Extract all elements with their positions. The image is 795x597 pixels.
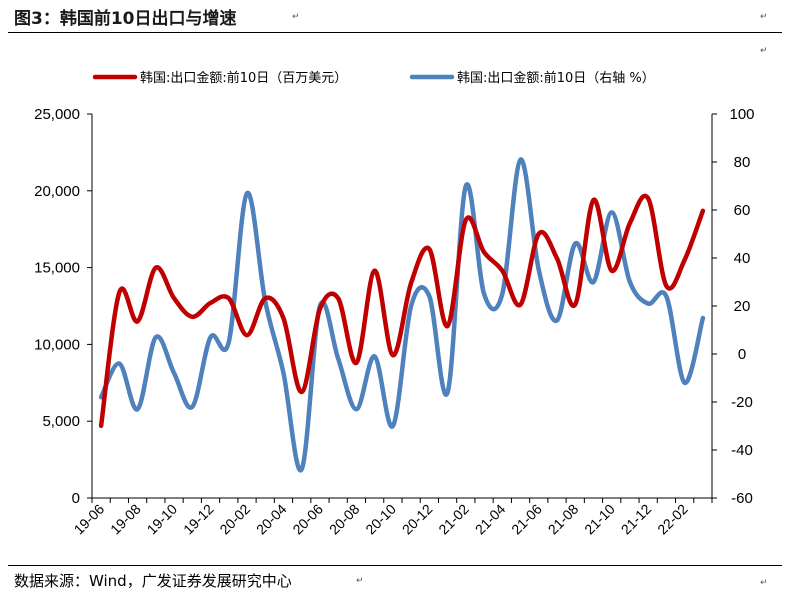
top-rule [8, 32, 782, 33]
x-tick-label: 21-06 [508, 501, 545, 538]
x-tick-label: 20-04 [253, 501, 290, 538]
y-right-tick-label: 80 [734, 154, 751, 171]
y-right-tick-label: 20 [734, 298, 751, 315]
source-note: 数据来源：Wind，广发证券发展研究中心 [14, 572, 292, 590]
x-tick-label: 19-12 [180, 501, 217, 538]
y-right-tick-label: -60 [731, 490, 753, 507]
x-tick-label: 21-04 [472, 501, 509, 538]
x-tick-label: 21-12 [618, 501, 655, 538]
y-right-tick-label: 40 [734, 250, 751, 267]
y-right-tick-label: 60 [734, 202, 751, 219]
x-tick-label: 21-02 [435, 501, 472, 538]
series-line-export-amount [98, 193, 706, 429]
paragraph-mark-icon: ↵ [760, 46, 768, 56]
y-left-tick-label: 0 [72, 490, 80, 507]
paragraph-mark-icon: ↵ [760, 12, 768, 22]
y-right-tick-label: -20 [731, 394, 753, 411]
x-tick-label: 19-08 [107, 501, 144, 538]
bottom-rule [8, 565, 782, 566]
x-tick-label: 19-10 [144, 501, 181, 538]
y-left-tick-label: 5,000 [42, 413, 80, 430]
x-tick-label: 20-06 [289, 501, 326, 538]
x-tick-label: 20-10 [362, 501, 399, 538]
x-tick-label: 22-02 [654, 501, 691, 538]
y-right-tick-label: 100 [729, 106, 754, 123]
y-left-tick-label: 10,000 [34, 336, 80, 353]
legend-label: 韩国:出口金额:前10日（右轴 %） [457, 70, 655, 86]
figure-title: 图3：韩国前10日出口与增速 [14, 9, 237, 29]
paragraph-mark-icon: ↵ [292, 12, 300, 22]
x-tick-label: 20-02 [216, 501, 253, 538]
paragraph-mark-icon: ↵ [760, 578, 768, 588]
legend-label: 韩国:出口金额:前10日（百万美元） [140, 70, 347, 86]
y-left-tick-label: 25,000 [34, 106, 80, 123]
series-line-export-growth [98, 157, 706, 473]
paragraph-mark-icon: ↵ [356, 576, 364, 586]
y-left-tick-label: 15,000 [34, 260, 80, 277]
x-tick-label: 21-10 [581, 501, 618, 538]
y-left-tick-label: 20,000 [34, 183, 80, 200]
y-right-tick-label: 0 [738, 346, 746, 363]
y-right-tick-label: -40 [731, 442, 753, 459]
x-tick-label: 20-08 [326, 501, 363, 538]
x-tick-label: 21-08 [545, 501, 582, 538]
x-tick-label: 20-12 [399, 501, 436, 538]
